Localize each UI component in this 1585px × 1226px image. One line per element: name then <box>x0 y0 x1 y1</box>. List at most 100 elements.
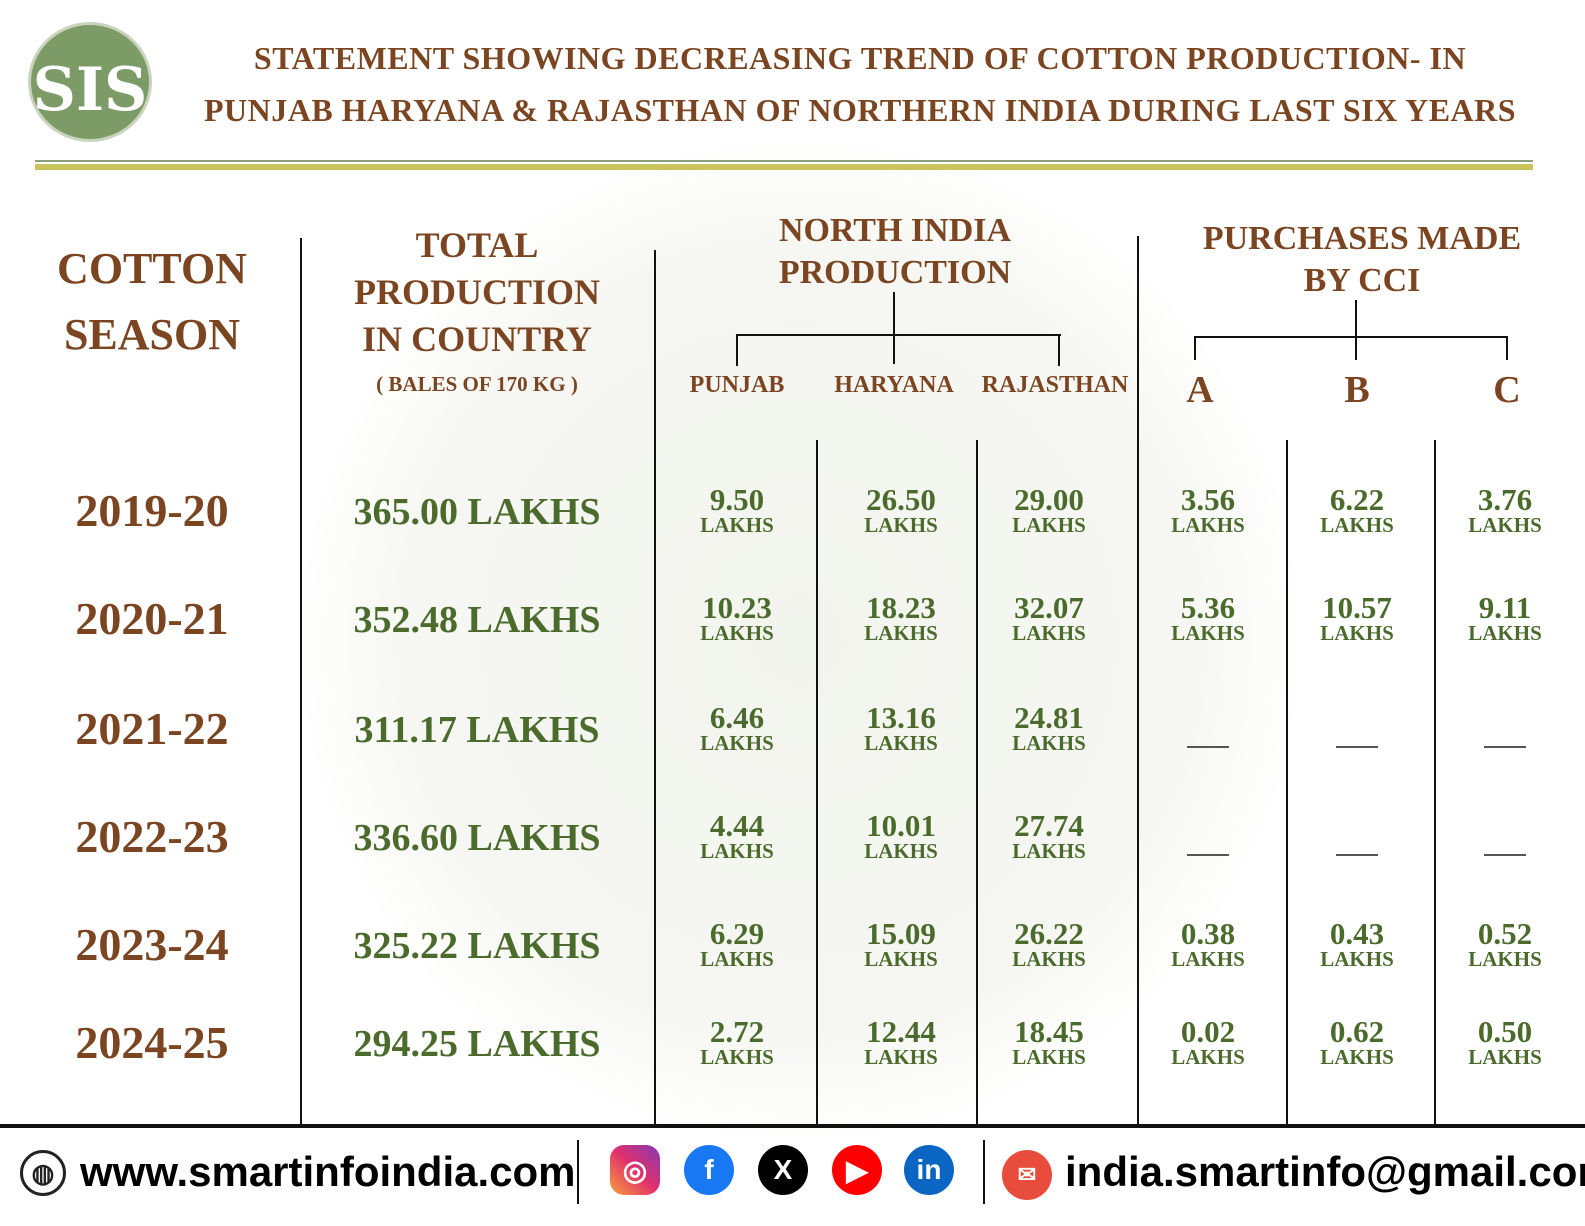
header-text: PRODUCTION <box>353 272 600 312</box>
cell-unit: LAKHS <box>864 947 938 971</box>
header-rajasthan: RAJASTHAN <box>981 372 1129 398</box>
cell-value: 6.46 <box>709 700 765 735</box>
cell-value: 18.23 <box>866 590 936 625</box>
season-label: 2022-23 <box>75 811 229 862</box>
punjab-cell: 2.72 LAKHS <box>667 1016 807 1068</box>
cell-unit: LAKHS <box>1468 947 1542 971</box>
cell-value: 10.23 <box>702 590 772 625</box>
header-total-production: TOTAL PRODUCTION IN COUNTRY <box>307 222 647 363</box>
total-production-value: 365.00 LAKHS <box>353 491 601 533</box>
header-text: NORTH INDIA <box>778 212 1012 249</box>
title-line-1: STATEMENT SHOWING DECREASING TREND OF CO… <box>253 40 1467 76</box>
header-text: SEASON <box>63 310 241 359</box>
cell-value: 27.74 <box>1014 808 1084 843</box>
total-production-value: 325.22 LAKHS <box>353 925 601 967</box>
rajasthan-cell: 29.00 LAKHS <box>979 484 1119 536</box>
rajasthan-cell: 24.81 LAKHS <box>979 702 1119 754</box>
cci-a-empty-dash <box>1187 854 1229 856</box>
linkedin-icon[interactable]: in <box>904 1145 954 1195</box>
cci-a-empty-dash <box>1187 746 1229 748</box>
cell-unit: LAKHS <box>864 839 938 863</box>
logo: SIS <box>28 22 152 142</box>
season-label: 2020-21 <box>75 593 229 644</box>
header-cci-purchases: PURCHASES MADE BY CCI <box>1162 218 1562 302</box>
header-total-note: ( BALES OF 170 KG ) <box>376 372 578 396</box>
cell-value: 10.01 <box>866 808 936 843</box>
cci-a-cell: 0.02 LAKHS <box>1138 1016 1278 1068</box>
email-link[interactable]: india.smartinfo@gmail.com <box>1065 1148 1585 1195</box>
cci-b-empty-dash <box>1336 854 1378 856</box>
cci-b-cell: 0.62 LAKHS <box>1287 1016 1427 1068</box>
total-production-value: 311.17 LAKHS <box>354 709 600 751</box>
footer-separator <box>983 1140 985 1204</box>
haryana-cell: 26.50 LAKHS <box>831 484 971 536</box>
haryana-cell: 15.09 LAKHS <box>831 918 971 970</box>
cell-value: 6.29 <box>709 916 765 951</box>
bracket <box>1194 336 1508 338</box>
cell-value: 0.52 <box>1477 916 1533 951</box>
cell-value: 24.81 <box>1014 700 1084 735</box>
cell-value: 2.72 <box>709 1014 765 1049</box>
cci-a-cell: 3.56 LAKHS <box>1138 484 1278 536</box>
cell-value: 10.57 <box>1322 590 1392 625</box>
total-production-value: 294.25 LAKHS <box>353 1023 601 1065</box>
cell-unit: LAKHS <box>1012 1045 1086 1069</box>
haryana-cell: 12.44 LAKHS <box>831 1016 971 1068</box>
season-label: 2021-22 <box>75 703 229 754</box>
header-cotton-season: COTTON SEASON <box>27 236 277 368</box>
cell-unit: LAKHS <box>1012 621 1086 645</box>
season-label: 2023-24 <box>75 919 229 970</box>
cell-unit: LAKHS <box>1012 731 1086 755</box>
column-divider <box>816 440 818 1124</box>
divider-accent <box>35 164 1533 170</box>
season-label: 2019-20 <box>75 485 229 536</box>
facebook-icon[interactable]: f <box>684 1145 734 1195</box>
cell-unit: LAKHS <box>1468 1045 1542 1069</box>
haryana-cell: 10.01 LAKHS <box>831 810 971 862</box>
globe-icon: ◍ <box>20 1150 66 1196</box>
youtube-icon[interactable]: ▶ <box>832 1145 882 1195</box>
haryana-cell: 18.23 LAKHS <box>831 592 971 644</box>
title-line-2: PUNJAB HARYANA & RAJASTHAN OF NORTHERN I… <box>203 92 1517 128</box>
cell-value: 0.43 <box>1329 916 1385 951</box>
divider <box>35 160 1533 162</box>
bracket <box>893 292 895 364</box>
cell-value: 0.62 <box>1329 1014 1385 1049</box>
instagram-icon[interactable]: ◎ <box>610 1145 660 1195</box>
website-link[interactable]: www.smartinfoindia.com <box>80 1148 576 1195</box>
header-text: PRODUCTION <box>778 254 1012 291</box>
cci-b-cell: 0.43 LAKHS <box>1287 918 1427 970</box>
cell-unit: LAKHS <box>864 731 938 755</box>
header-text: IN COUNTRY <box>362 319 592 359</box>
cell-unit: LAKHS <box>1468 621 1542 645</box>
cell-unit: LAKHS <box>700 839 774 863</box>
cell-value: 29.00 <box>1014 482 1084 517</box>
cell-unit: LAKHS <box>1320 513 1394 537</box>
cell-unit: LAKHS <box>1171 1045 1245 1069</box>
cell-value: 0.50 <box>1477 1014 1533 1049</box>
cci-b-empty-dash <box>1336 746 1378 748</box>
cell-value: 13.16 <box>866 700 936 735</box>
bracket <box>1506 336 1508 360</box>
header-c: C <box>1493 369 1521 411</box>
punjab-cell: 6.29 LAKHS <box>667 918 807 970</box>
cell-unit: LAKHS <box>700 731 774 755</box>
cell-value: 0.02 <box>1180 1014 1236 1049</box>
cell-value: 32.07 <box>1014 590 1084 625</box>
cci-c-empty-dash <box>1484 854 1526 856</box>
cci-a-cell: 5.36 LAKHS <box>1138 592 1278 644</box>
cell-unit: LAKHS <box>1171 947 1245 971</box>
cci-b-cell: 10.57 LAKHS <box>1287 592 1427 644</box>
cell-unit: LAKHS <box>700 621 774 645</box>
cell-unit: LAKHS <box>1320 621 1394 645</box>
x-icon[interactable]: X <box>758 1145 808 1195</box>
cell-value: 3.76 <box>1477 482 1533 517</box>
cell-unit: LAKHS <box>1320 947 1394 971</box>
cci-c-cell: 0.52 LAKHS <box>1435 918 1575 970</box>
cell-unit: LAKHS <box>1171 513 1245 537</box>
cci-c-cell: 0.50 LAKHS <box>1435 1016 1575 1068</box>
footer-separator <box>577 1140 579 1204</box>
haryana-cell: 13.16 LAKHS <box>831 702 971 754</box>
column-divider <box>1434 440 1436 1124</box>
cell-value: 9.50 <box>709 482 765 517</box>
